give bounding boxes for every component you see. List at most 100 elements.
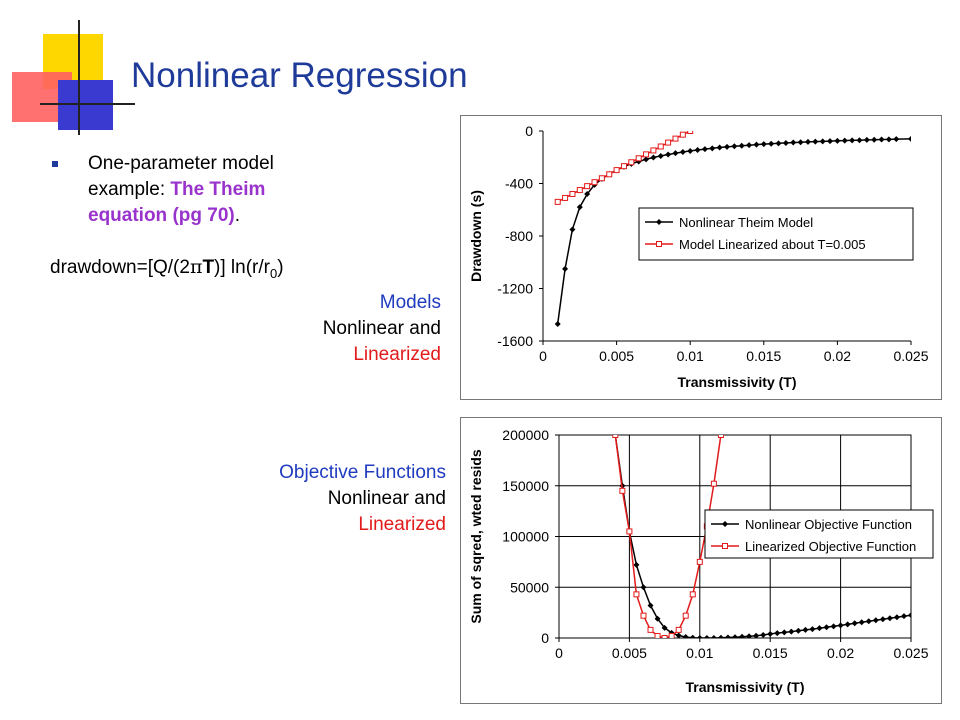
data-point-square xyxy=(584,183,591,190)
x-tick-label: 0.025 xyxy=(893,348,928,364)
data-point-diamond xyxy=(701,146,708,153)
data-point-square xyxy=(679,131,686,138)
data-point-square xyxy=(668,632,675,638)
data-point-diamond xyxy=(858,619,865,626)
data-point-diamond xyxy=(879,616,886,623)
data-point-diamond xyxy=(675,632,682,638)
data-point-square xyxy=(619,487,626,494)
data-point-diamond xyxy=(672,150,679,157)
data-point-square xyxy=(626,528,633,535)
data-point-diamond xyxy=(851,620,858,627)
equation-T: T xyxy=(202,257,215,278)
data-point-diamond xyxy=(872,617,879,624)
x-tick-label: 0.005 xyxy=(612,645,647,661)
data-point-diamond xyxy=(643,156,650,163)
series-line xyxy=(614,435,722,638)
data-point-diamond xyxy=(900,613,907,620)
data-point-square xyxy=(650,147,657,154)
x-tick-label: 0.005 xyxy=(599,348,634,364)
data-point-diamond xyxy=(710,635,717,638)
y-tick-label: -800 xyxy=(505,228,533,244)
slide-title: Nonlinear Regression xyxy=(131,56,468,95)
data-point-diamond xyxy=(809,626,816,633)
data-point-square xyxy=(647,626,654,633)
data-point-diamond xyxy=(775,140,782,147)
bullet-text: One-parameter model example: The Theim e… xyxy=(88,151,348,229)
x-tick-label: 0.02 xyxy=(824,348,851,364)
series-group xyxy=(554,131,911,327)
data-point-square xyxy=(672,135,679,142)
data-point-diamond xyxy=(863,136,870,143)
data-point-diamond xyxy=(640,584,647,591)
data-point-diamond xyxy=(682,633,689,638)
objective-chart: 0 0.005 0.01 0.015 0.02 0.025 0 50000 100000 1500… xyxy=(468,427,934,695)
legend-marker xyxy=(656,241,662,247)
series-group xyxy=(612,435,911,638)
data-point-diamond xyxy=(732,634,738,638)
data-point-diamond xyxy=(804,138,811,145)
data-point-diamond xyxy=(665,151,672,158)
models-caption-line2: Nonlinear and xyxy=(322,318,441,339)
data-point-square xyxy=(657,143,664,150)
x-tick-label: 0 xyxy=(539,348,547,364)
equation-part3: ) xyxy=(277,257,284,278)
data-point-diamond xyxy=(746,142,753,149)
data-point-square xyxy=(687,131,694,134)
data-point-diamond xyxy=(849,137,856,144)
y-tick-label: 100000 xyxy=(502,529,549,545)
data-point-diamond xyxy=(790,139,797,146)
data-point-square xyxy=(612,435,619,438)
objective-caption-line2: Nonlinear and xyxy=(327,488,446,509)
data-point-diamond xyxy=(837,622,844,629)
data-point-diamond xyxy=(908,135,911,142)
data-point-square xyxy=(633,591,640,598)
deco-blue-square xyxy=(58,80,113,130)
data-point-square xyxy=(640,612,647,619)
data-point-diamond xyxy=(823,624,830,631)
data-point-diamond xyxy=(709,145,716,152)
data-point-diamond xyxy=(716,144,723,151)
drawdown-chart: 0 0.005 0.01 0.015 0.02 0.025 0 -400 -800 -1200 -1… xyxy=(468,123,929,390)
y-tick-label: 150000 xyxy=(502,478,549,494)
y-tick-label: -1200 xyxy=(497,281,533,297)
data-point-diamond xyxy=(746,633,753,638)
data-point-diamond xyxy=(689,634,696,638)
data-point-diamond xyxy=(893,614,900,621)
data-point-diamond xyxy=(830,623,837,630)
data-point-square xyxy=(643,151,650,158)
data-point-diamond xyxy=(908,612,911,619)
data-point-diamond xyxy=(657,152,664,159)
data-point-square xyxy=(654,632,661,638)
data-point-diamond xyxy=(774,630,781,637)
data-point-diamond xyxy=(679,149,686,155)
data-point-diamond xyxy=(717,634,724,638)
drawdown-chart-frame: 0 0.005 0.01 0.015 0.02 0.025 0 -400 -800 -1200 -1… xyxy=(460,115,942,400)
legend-marker xyxy=(722,543,728,549)
bullet-marker xyxy=(52,161,58,167)
bullet-prefix: One-parameter model example: xyxy=(88,153,274,200)
legend-marker xyxy=(722,521,728,527)
x-tick-label: 0.01 xyxy=(686,645,713,661)
x-axis-label: Transmissivity (T) xyxy=(677,374,796,390)
data-point-diamond xyxy=(788,628,795,635)
y-axis-label: Sum of sqred, wted resids xyxy=(468,449,484,623)
data-point-diamond xyxy=(795,627,802,634)
x-tick-label: 0.015 xyxy=(746,348,781,364)
data-point-square xyxy=(606,171,613,178)
data-point-diamond xyxy=(878,136,885,143)
data-point-square xyxy=(689,591,696,598)
legend-label: Linearized Objective Function xyxy=(745,539,916,554)
x-tick-label: 0.01 xyxy=(677,348,704,364)
legend-box xyxy=(638,207,914,261)
data-point-diamond xyxy=(569,226,576,233)
data-point-diamond xyxy=(584,191,591,197)
x-tick-label: 0.015 xyxy=(753,645,788,661)
theim-equation: drawdown=[Q/(2πT)] ln(r/r0) xyxy=(50,256,284,281)
data-point-diamond xyxy=(844,621,851,628)
data-point-diamond xyxy=(760,141,767,148)
models-caption-line3: Linearized xyxy=(353,344,441,365)
data-point-diamond xyxy=(781,629,788,636)
data-point-square xyxy=(665,139,672,146)
objective-caption: Objective Functions Nonlinear and Linear… xyxy=(279,460,446,538)
data-point-diamond xyxy=(739,633,746,638)
